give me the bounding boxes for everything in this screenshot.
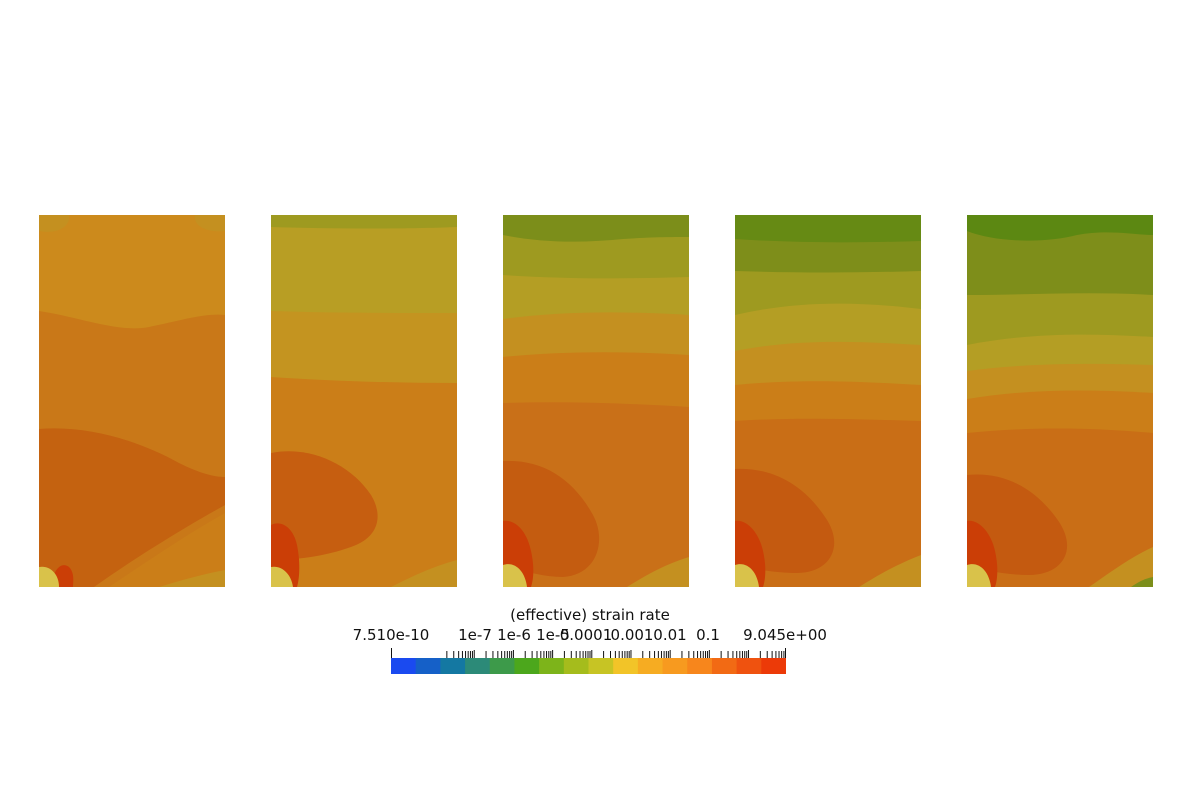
panel-5-contour: [967, 564, 991, 587]
colorbar-swatch: [613, 658, 639, 674]
colorbar-tick-label: 0.1: [696, 626, 720, 644]
colorbar-title: (effective) strain rate: [510, 606, 670, 624]
panel-2-contour: [271, 451, 378, 560]
colorbar-swatch: [391, 658, 417, 674]
panel-1-contour: [39, 428, 225, 587]
colorbar-max-label: 9.045e+00: [743, 626, 827, 644]
colorbar-tick-label: 1e-5: [536, 626, 570, 644]
colorbar: (effective) strain rate 7.510e-10 1e-7 1…: [330, 604, 850, 680]
colorbar-swatch: [489, 658, 515, 674]
colorbar-tick-label: 0.001: [610, 626, 654, 644]
colorbar-swatch: [711, 658, 738, 674]
panel-5-field: [967, 215, 1153, 587]
colorbar-swatch: [761, 658, 786, 674]
colorbar-swatch: [736, 658, 762, 674]
panel-5-contour: [1131, 577, 1153, 587]
colorbar-tick-label: 1e-6: [497, 626, 531, 644]
panel-5: [967, 215, 1153, 587]
panel-2-contour: [271, 566, 293, 587]
panel-2: [271, 215, 457, 587]
colorbar-tick-label: 1e-7: [458, 626, 492, 644]
colorbar-tick-label: 0.01: [653, 626, 687, 644]
colorbar-swatch: [662, 658, 688, 674]
panel-1: [39, 215, 225, 587]
panel-3-contour: [503, 564, 527, 587]
panel-4: [735, 215, 921, 587]
colorbar-swatch: [514, 658, 540, 674]
panel-1-contour: [39, 566, 59, 587]
colorbar-swatch: [415, 658, 441, 674]
panel-1-field: [39, 215, 225, 587]
panel-3: [503, 215, 689, 587]
panel-1-contour: [109, 513, 225, 587]
colorbar-swatch: [687, 658, 713, 674]
colorbar-swatch: [465, 658, 491, 674]
panel-1-contour: [39, 215, 70, 232]
colorbar-min-label: 7.510e-10: [352, 626, 430, 644]
colorbar-scale: [391, 648, 786, 674]
panel-5-contour: [1089, 547, 1153, 587]
panel-1-contour: [194, 215, 225, 232]
colorbar-swatch: [539, 658, 565, 674]
panel-4-contour: [859, 555, 921, 587]
panel-2-contour: [271, 215, 457, 229]
panel-4-field: [735, 215, 921, 587]
colorbar-tick-label: 0.0001: [559, 626, 613, 644]
panel-2-field: [271, 215, 457, 587]
panel-2-contour: [391, 560, 457, 587]
colorbar-swatch: [588, 658, 614, 674]
panel-1-contour: [159, 570, 225, 587]
colorbar-swatch: [563, 658, 589, 674]
panel-4-contour: [735, 564, 759, 587]
colorbar-swatch: [637, 658, 664, 674]
panel-3-field: [503, 215, 689, 587]
panel-3-contour: [627, 557, 689, 587]
colorbar-swatch: [440, 658, 466, 674]
